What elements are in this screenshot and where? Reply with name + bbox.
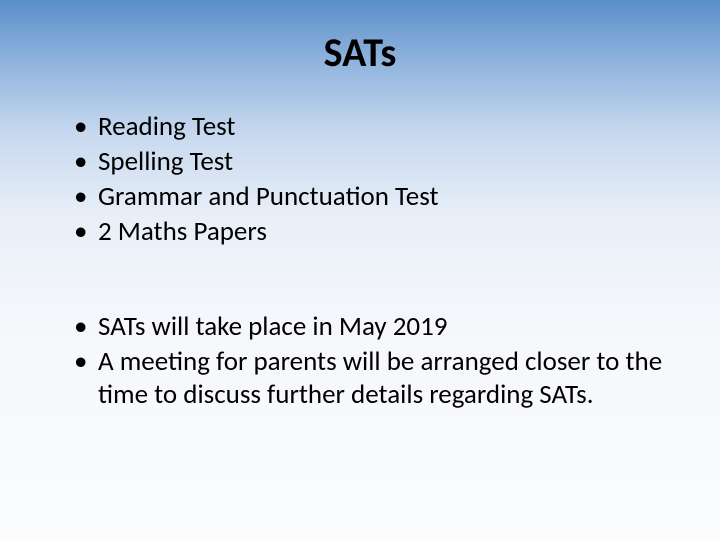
list-item: A meeting for parents will be arranged c… [74, 346, 670, 412]
list-item: SATs will take place in May 2019 [74, 311, 670, 344]
list-item: 2 Maths Papers [74, 216, 670, 249]
list-item: Grammar and Punctuation Test [74, 181, 670, 214]
bullet-group-1: Reading Test Spelling Test Grammar and P… [50, 111, 670, 249]
slide-title: SATs [50, 28, 670, 77]
group-gap [50, 251, 670, 311]
list-item: Spelling Test [74, 146, 670, 179]
list-item: Reading Test [74, 111, 670, 144]
bullet-group-2: SATs will take place in May 2019 A meeti… [50, 311, 670, 412]
slide: SATs Reading Test Spelling Test Grammar … [0, 0, 720, 540]
